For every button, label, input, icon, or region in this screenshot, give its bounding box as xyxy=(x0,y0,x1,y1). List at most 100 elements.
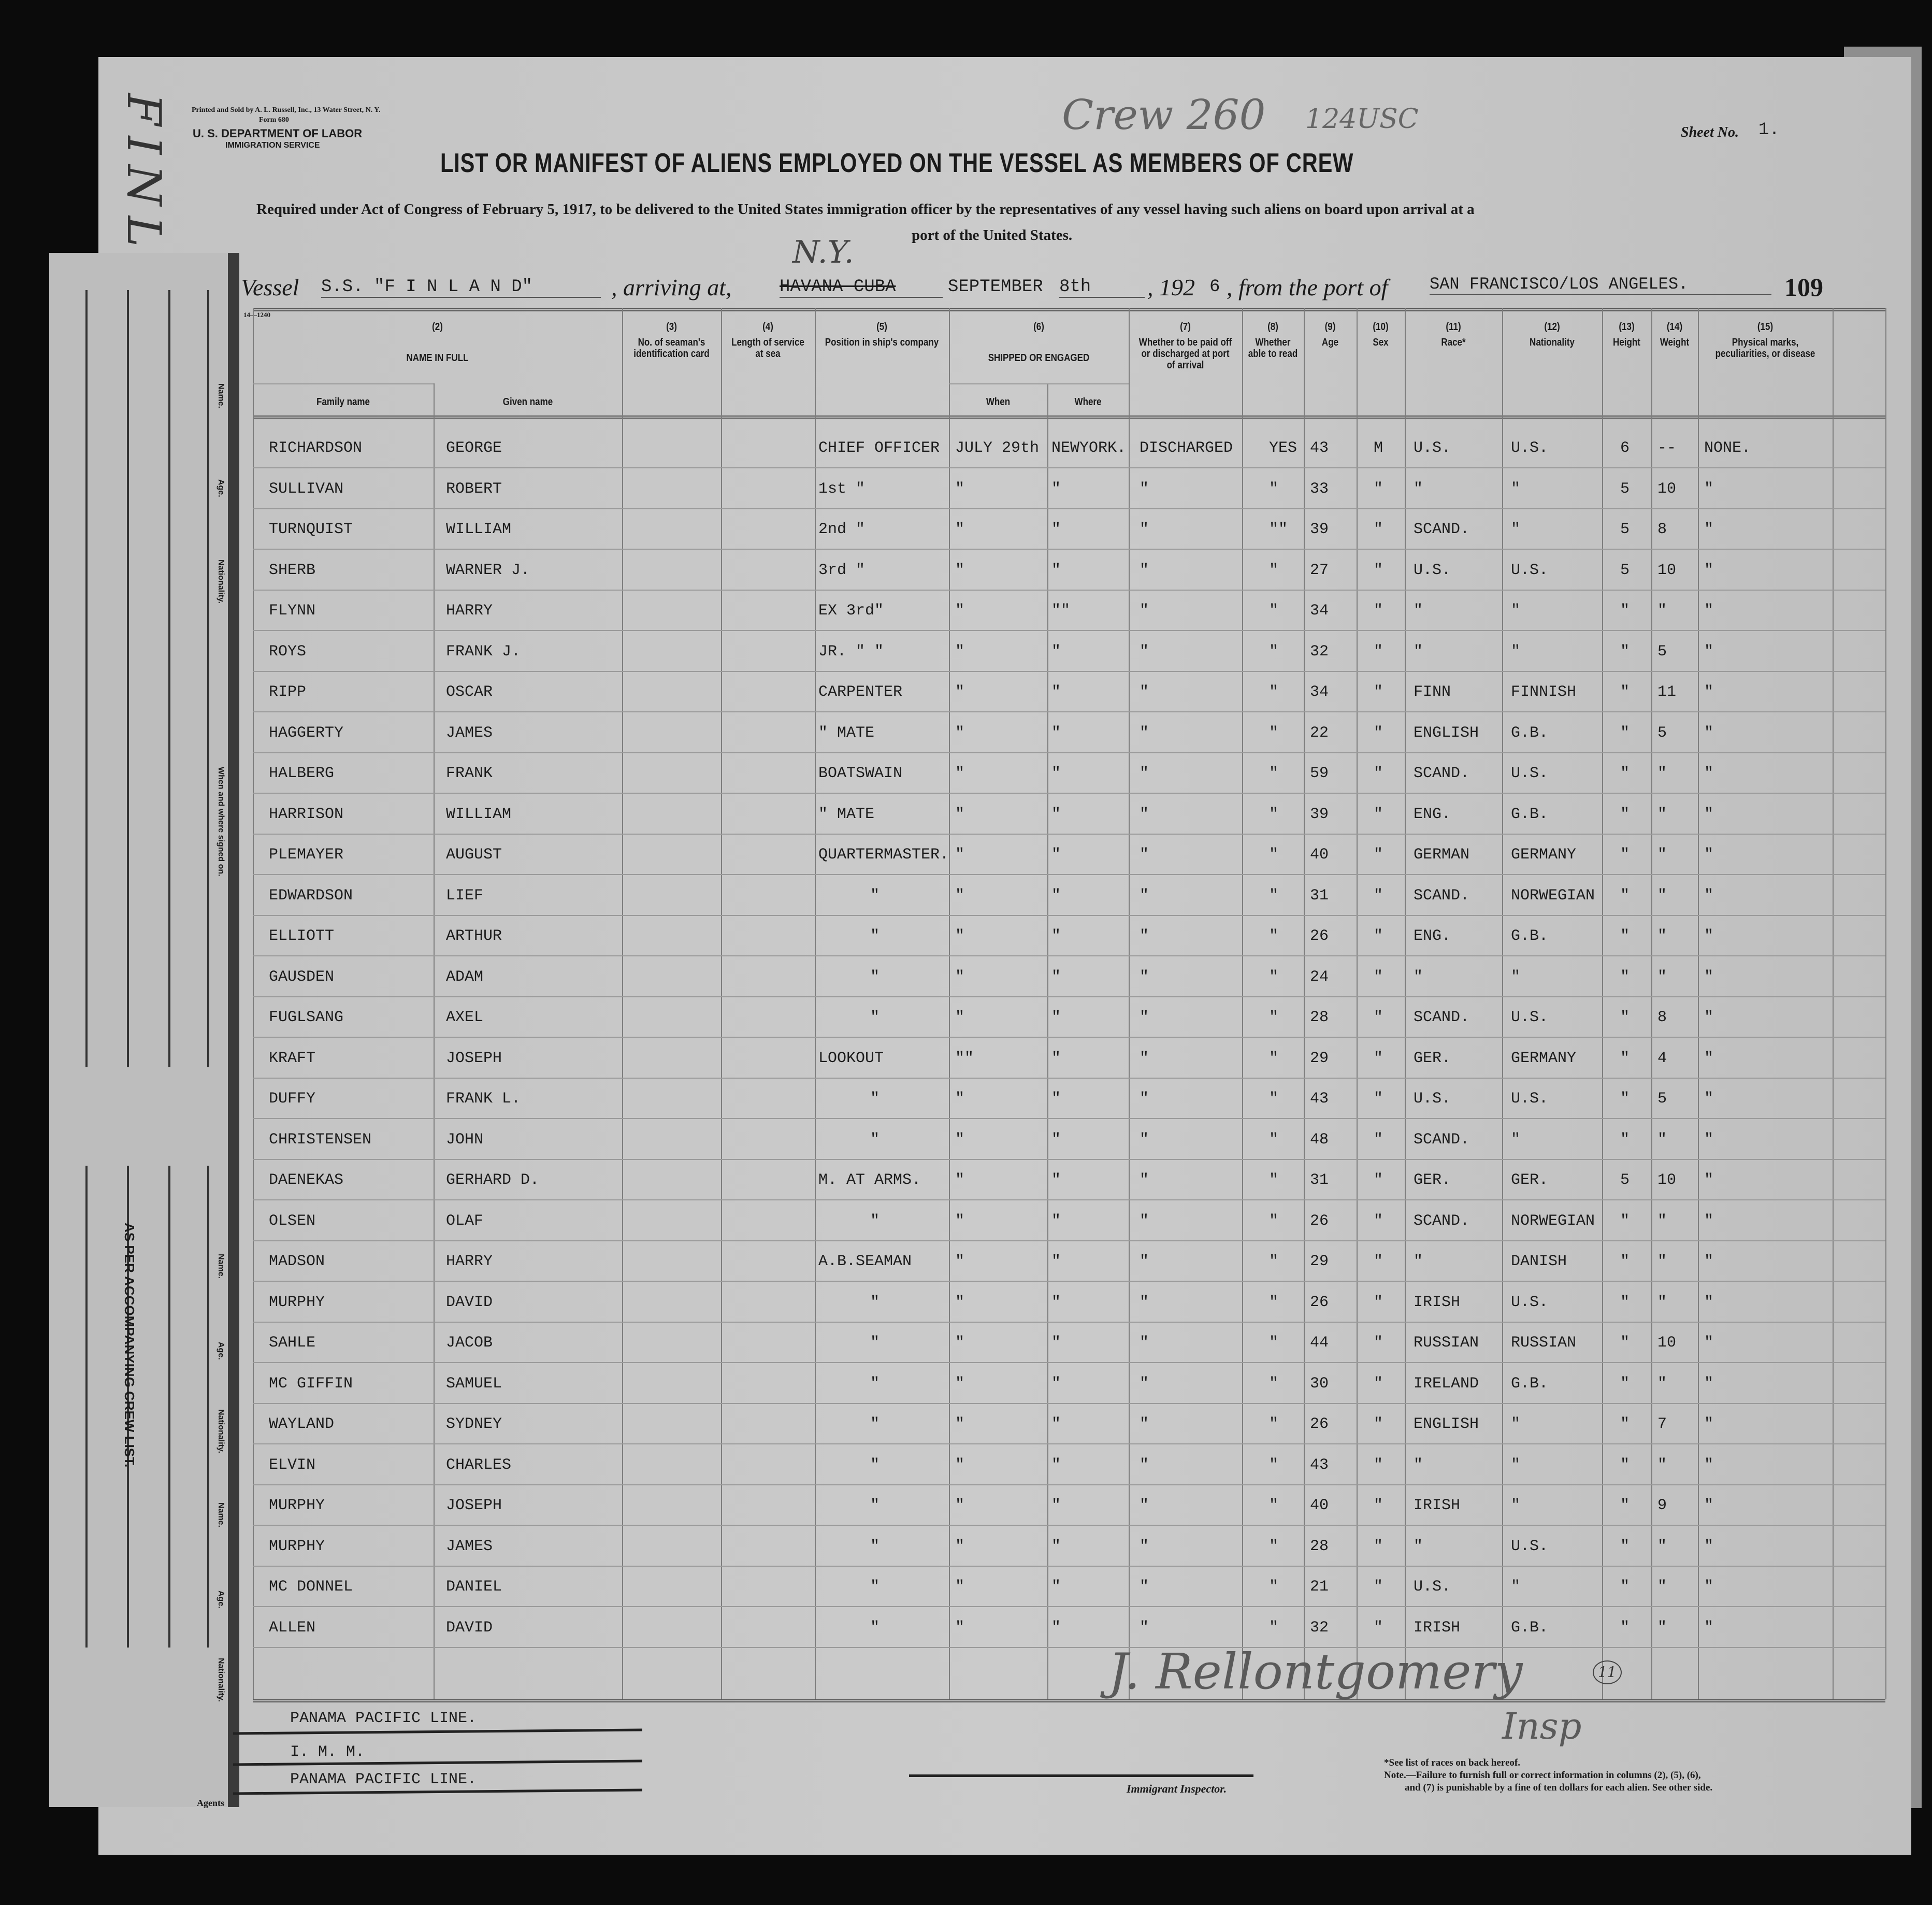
column-header: Whether to be paid off or discharged at … xyxy=(1138,337,1232,371)
shipped-where-cell: " xyxy=(1051,1090,1061,1108)
nationality-cell: G.B. xyxy=(1511,805,1549,823)
paid-off-cell: " xyxy=(1140,724,1149,742)
race-cell: U.S. xyxy=(1414,561,1451,579)
weight-cell: " xyxy=(1657,1253,1667,1270)
age-cell: 28 xyxy=(1310,1537,1329,1555)
shipped-when-cell: " xyxy=(955,1618,965,1637)
race-cell: RUSSIAN xyxy=(1414,1334,1479,1352)
able-to-read-cell: " xyxy=(1269,1334,1279,1352)
printer-imprint: Printed and Sold by A. L. Russell, Inc.,… xyxy=(192,106,381,114)
nationality-cell: GER. xyxy=(1511,1171,1549,1189)
flap-rule xyxy=(207,1166,209,1648)
weight-cell: " xyxy=(1657,1130,1667,1149)
column-number: (10) xyxy=(1373,321,1389,333)
age-cell: 26 xyxy=(1310,1293,1329,1311)
column-header: No. of seaman's identification card xyxy=(633,337,710,360)
nationality-cell: U.S. xyxy=(1511,439,1549,457)
height-cell: " xyxy=(1620,642,1630,661)
height-cell: " xyxy=(1620,1497,1630,1514)
race-cell: SCAND. xyxy=(1414,1212,1470,1230)
weight-cell: " xyxy=(1657,886,1667,905)
row-rule xyxy=(253,1240,1885,1241)
height-cell: " xyxy=(1620,968,1630,986)
shipped-when-cell: " xyxy=(955,1253,965,1270)
race-cell: IRISH xyxy=(1414,1618,1461,1637)
nationality-cell: " xyxy=(1511,1415,1521,1433)
vessel-label: Vessel xyxy=(241,274,299,300)
paid-off-cell: " xyxy=(1140,1171,1149,1189)
shipped-where-cell: " xyxy=(1051,805,1061,823)
nationality-cell: U.S. xyxy=(1511,561,1549,579)
sex-cell: " xyxy=(1374,1537,1383,1555)
position-cell: JR. " " xyxy=(818,642,884,661)
shipped-where-cell: " xyxy=(1051,1415,1061,1433)
race-cell: SCAND. xyxy=(1414,521,1470,538)
column-subheader: Given name xyxy=(502,396,553,408)
nationality-cell: U.S. xyxy=(1511,1293,1549,1311)
nationality-cell: GERMANY xyxy=(1511,1049,1577,1067)
shipped-where-cell: " xyxy=(1051,642,1061,661)
race-cell: IRISH xyxy=(1414,1293,1461,1311)
shipped-when-cell: " xyxy=(955,1537,965,1555)
able-to-read-cell: " xyxy=(1269,1130,1279,1149)
physical-marks-cell: " xyxy=(1704,724,1714,742)
nationality-cell: " xyxy=(1511,480,1521,498)
sex-cell: " xyxy=(1374,1090,1383,1108)
name-subheader-rule xyxy=(253,383,434,384)
column-subheader: Family name xyxy=(316,396,370,408)
shipped-where-cell: " xyxy=(1051,1253,1061,1270)
sheet-number-value: 1. xyxy=(1758,120,1780,140)
able-to-read-cell: " xyxy=(1269,1456,1279,1474)
column-divider xyxy=(1047,383,1048,1699)
paid-off-cell: " xyxy=(1140,1374,1149,1393)
family-name-cell: MC GIFFIN xyxy=(269,1374,353,1393)
shipped-where-cell: " xyxy=(1051,968,1061,986)
able-to-read-cell: " xyxy=(1269,1090,1279,1108)
footnote-penalty-2: and (7) is punishable by a fine of ten d… xyxy=(1405,1782,1713,1793)
age-cell: 28 xyxy=(1310,1009,1329,1026)
height-cell: " xyxy=(1620,765,1630,782)
position-cell: " xyxy=(870,1293,880,1311)
race-cell: ENGLISH xyxy=(1414,724,1479,742)
weight-cell: -- xyxy=(1657,439,1677,457)
physical-marks-cell: " xyxy=(1704,1253,1714,1270)
paid-off-cell: " xyxy=(1140,602,1149,620)
height-cell: " xyxy=(1620,1009,1630,1026)
paid-off-cell: " xyxy=(1140,765,1149,782)
race-cell: " xyxy=(1414,1537,1423,1555)
height-cell: 5 xyxy=(1620,480,1630,498)
physical-marks-cell: " xyxy=(1704,1497,1714,1514)
weight-cell: " xyxy=(1657,1578,1667,1596)
position-cell: " xyxy=(870,1374,880,1393)
sex-cell: " xyxy=(1374,642,1383,661)
shipped-where-cell: " xyxy=(1051,765,1061,782)
shipped-where-cell: " xyxy=(1051,846,1061,864)
family-name-cell: DAENEKAS xyxy=(269,1171,344,1189)
row-rule xyxy=(253,1362,1885,1363)
race-cell: SCAND. xyxy=(1414,765,1470,782)
row-rule xyxy=(253,467,1885,468)
shipped-when-cell: " xyxy=(955,927,965,945)
form-code: 14—1240 xyxy=(243,311,270,319)
able-to-read-cell: " xyxy=(1269,1253,1279,1270)
paid-off-cell: DISCHARGED xyxy=(1140,439,1233,457)
age-cell: 40 xyxy=(1310,1497,1329,1514)
given-name-cell: ARTHUR xyxy=(446,927,502,945)
physical-marks-cell: NONE. xyxy=(1704,439,1751,457)
physical-marks-cell: " xyxy=(1704,1334,1714,1352)
family-name-cell: SULLIVAN xyxy=(269,480,344,498)
column-header: Length of service at sea xyxy=(731,337,804,360)
nationality-cell: " xyxy=(1511,1456,1521,1474)
age-cell: 29 xyxy=(1310,1253,1329,1270)
given-name-cell: JOSEPH xyxy=(446,1049,502,1067)
footnote-races: *See list of races on back hereof. xyxy=(1384,1757,1520,1768)
column-divider xyxy=(622,308,623,1699)
family-name-cell: WAYLAND xyxy=(269,1415,335,1433)
age-cell: 26 xyxy=(1310,1212,1329,1230)
able-to-read-cell: " xyxy=(1269,1578,1279,1596)
column-number: (15) xyxy=(1757,321,1774,333)
family-name-cell: CHRISTENSEN xyxy=(269,1130,372,1149)
shipped-where-cell: "" xyxy=(1051,602,1071,620)
physical-marks-cell: " xyxy=(1704,642,1714,661)
